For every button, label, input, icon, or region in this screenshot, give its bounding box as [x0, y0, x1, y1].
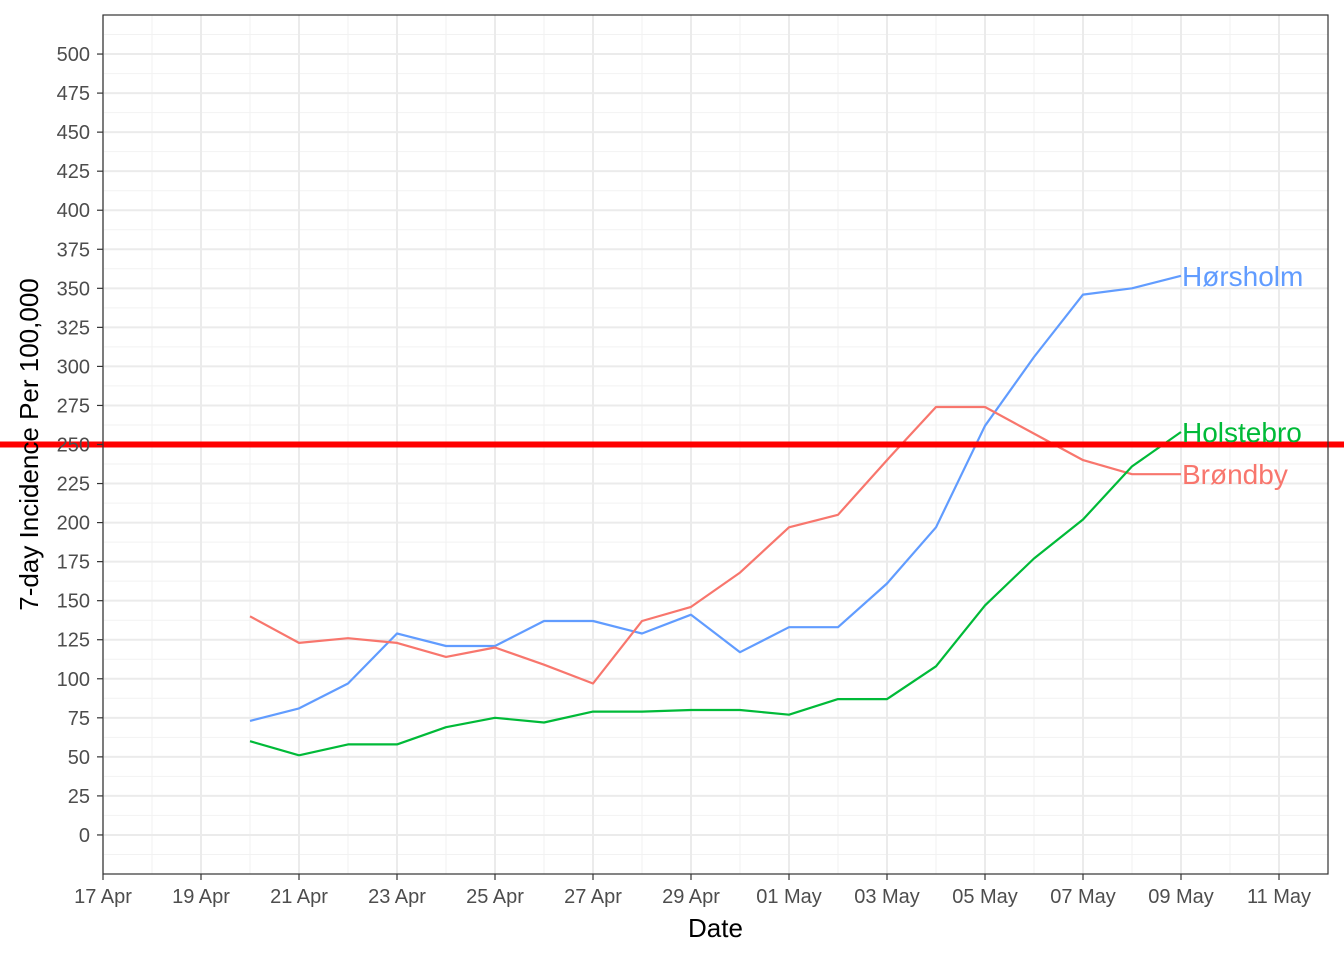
- y-tick-label: 275: [57, 395, 90, 417]
- y-tick-label: 100: [57, 669, 90, 691]
- y-tick-label: 475: [57, 83, 90, 105]
- x-tick-label: 27 Apr: [564, 886, 622, 908]
- x-tick-label: 05 May: [952, 886, 1018, 908]
- y-tick-label: 450: [57, 122, 90, 144]
- y-tick-label: 250: [57, 435, 90, 457]
- series-line-holstebro: [249, 431, 1182, 757]
- x-tick-label: 09 May: [1148, 886, 1214, 908]
- y-tick-label: 425: [57, 161, 90, 183]
- series-labels: Hørsholm Brøndby Holstebro: [1182, 261, 1303, 490]
- x-tick-label: 21 Apr: [270, 886, 328, 908]
- x-axis: 17 Apr 19 Apr 21 Apr 23 Apr 25 Apr 27 Apr 29 A…: [74, 874, 1311, 908]
- y-tick-label: 400: [57, 200, 90, 222]
- y-tick-label: 500: [57, 44, 90, 66]
- y-axis: 0 25 50 75 100 125 150 175 200 225 250 275 300 325 350…: [57, 44, 103, 847]
- series-label-horsholm: Hørsholm: [1182, 261, 1303, 292]
- series-lines: [249, 274, 1182, 757]
- y-tick-label: 175: [57, 552, 90, 574]
- x-tick-label: 23 Apr: [368, 886, 426, 908]
- series-line-horsholm: [249, 274, 1182, 722]
- x-tick-label: 29 Apr: [662, 886, 720, 908]
- series-label-holstebro: Holstebro: [1182, 417, 1302, 448]
- x-tick-label: 19 Apr: [172, 886, 230, 908]
- x-tick-label: 07 May: [1050, 886, 1116, 908]
- x-tick-label: 25 Apr: [466, 886, 524, 908]
- y-tick-label: 150: [57, 591, 90, 613]
- series-label-brondby: Brøndby: [1182, 459, 1288, 490]
- y-tick-label: 350: [57, 278, 90, 300]
- y-tick-label: 25: [68, 786, 90, 808]
- y-tick-label: 125: [57, 630, 90, 652]
- series-line-brondby: [249, 405, 1181, 685]
- x-tick-label: 11 May: [1247, 886, 1311, 908]
- x-tick-label: 17 Apr: [74, 886, 132, 908]
- y-tick-label: 225: [57, 474, 90, 496]
- x-axis-title: Date: [688, 913, 743, 943]
- y-axis-title: 7-day Incidence Per 100,000: [14, 278, 44, 610]
- y-tick-label: 200: [57, 513, 90, 535]
- y-tick-label: 75: [68, 708, 90, 730]
- y-tick-label: 375: [57, 239, 90, 261]
- y-tick-label: 50: [68, 747, 90, 769]
- x-tick-label: 01 May: [756, 886, 822, 908]
- y-tick-label: 0: [79, 825, 90, 847]
- y-tick-label: 300: [57, 356, 90, 378]
- x-tick-label: 03 May: [854, 886, 920, 908]
- major-gridlines: [102, 15, 1328, 874]
- y-tick-label: 325: [57, 317, 90, 339]
